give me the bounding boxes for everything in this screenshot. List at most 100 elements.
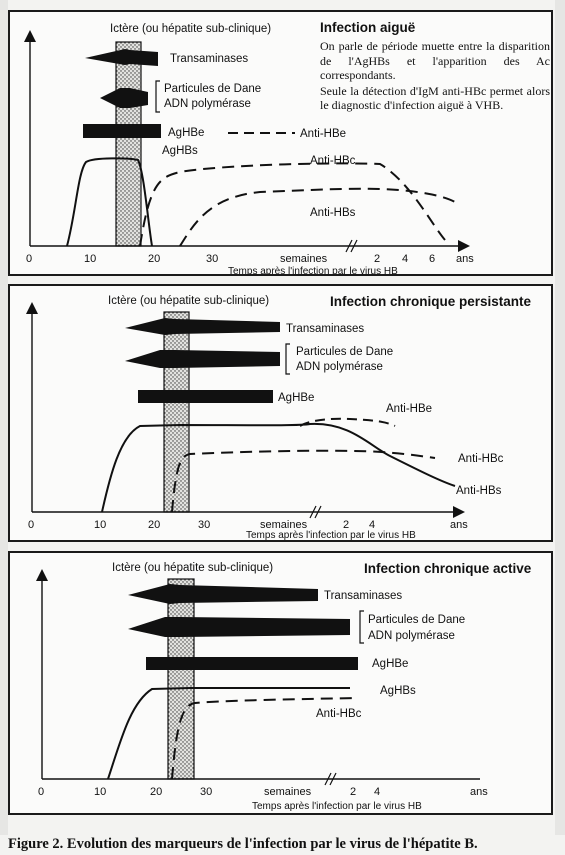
year-tick: 4 [369, 519, 375, 531]
x-axis-label: Temps après l'infection par le virus HB [228, 266, 398, 274]
aghbe-label: AgHBe [168, 127, 204, 139]
anti-hbc-label: Anti-HBc [316, 708, 362, 720]
year-tick: 2 [374, 253, 380, 265]
dane-label-line1: Particules de Dane [164, 83, 261, 95]
axis-break [329, 772, 337, 786]
dane-label-line2: ADN polymérase [296, 361, 383, 373]
week-tick: 10 [94, 519, 106, 531]
axis-break [345, 239, 353, 253]
dane-particles-bar [125, 350, 280, 368]
dane-bracket [155, 80, 160, 113]
icterus-band [167, 578, 195, 780]
weeks-unit: semaines [264, 786, 312, 798]
anti-hbc-curve [171, 697, 356, 780]
anti-hbe-label: Anti-HBe [386, 403, 432, 415]
week-tick: 0 [38, 786, 44, 798]
week-tick: 10 [94, 786, 106, 798]
panel-chronic-active: Infection chronique active Ictère (ou hé… [8, 551, 553, 815]
year-tick: 2 [350, 786, 356, 798]
week-tick: 10 [84, 253, 96, 265]
week-tick: 30 [198, 519, 210, 531]
axis-break [350, 239, 358, 253]
years-unit: ans [456, 253, 474, 265]
transaminases-label: Transaminases [170, 53, 248, 65]
transaminases-bar [85, 49, 158, 66]
x-axis-label: Temps après l'infection par le virus HB [246, 530, 416, 540]
right-page-edge [555, 0, 565, 835]
weeks-unit: semaines [280, 253, 328, 265]
dane-particles-bar [100, 88, 148, 108]
x-axis-label: Temps après l'infection par le virus HB [252, 801, 422, 812]
years-unit: ans [470, 786, 488, 798]
dane-label-line2: ADN polymérase [368, 630, 455, 642]
axis-break [314, 505, 322, 519]
icterus-band [115, 41, 142, 247]
description-line: Seule la détection d'IgM anti-HBc permet… [320, 83, 550, 113]
x-axis-arrow [458, 240, 470, 252]
week-tick: 20 [150, 786, 162, 798]
anti-hbs-label: Anti-HBs [456, 485, 502, 497]
aghbs-label: AgHBs [162, 145, 198, 157]
y-axis-arrow [36, 569, 48, 581]
chart-acute: Ictère (ou hépatite sub-clinique) Transa… [24, 23, 474, 274]
aghbs-label: AgHBs [380, 685, 416, 697]
transaminases-bar [125, 318, 280, 335]
anti-hbc-curve [139, 162, 446, 247]
aghbe-bar [138, 390, 273, 403]
week-tick: 0 [28, 519, 34, 531]
y-axis-arrow [24, 30, 36, 42]
anti-hbc-label: Anti-HBc [310, 155, 356, 167]
icterus-band [163, 311, 190, 513]
year-tick: 6 [429, 253, 435, 265]
dane-bracket [285, 343, 290, 375]
axis-break [324, 772, 332, 786]
description-line: On parle de période muette entre la disp… [320, 39, 550, 82]
week-tick: 20 [148, 253, 160, 265]
year-tick: 4 [402, 253, 408, 265]
aghbs-curve [101, 422, 456, 513]
week-tick: 30 [200, 786, 212, 798]
figure-caption: Figure 2. Evolution des marqueurs de l'i… [8, 836, 478, 852]
icterus-label: Ictère (ou hépatite sub-clinique) [108, 295, 269, 307]
anti-hbc-curve [171, 449, 436, 513]
dane-label-line1: Particules de Dane [296, 346, 393, 358]
year-tick: 4 [374, 786, 380, 798]
icterus-label: Ictère (ou hépatite sub-clinique) [110, 23, 271, 35]
aghbe-bar [146, 657, 358, 670]
weeks-unit: semaines [260, 519, 308, 531]
transaminases-bar [128, 584, 318, 604]
anti-hbs-label: Anti-HBs [310, 207, 356, 219]
panel-description: On parle de période muette entre la disp… [320, 39, 550, 114]
transaminases-label: Transaminases [324, 590, 402, 602]
axis-break [309, 505, 317, 519]
aghbe-label: AgHBe [372, 658, 408, 670]
chart-chronic-active: Ictère (ou hépatite sub-clinique) Transa… [36, 562, 488, 812]
week-tick: 30 [206, 253, 218, 265]
left-page-edge [0, 0, 8, 835]
year-tick: 2 [343, 519, 349, 531]
dane-particles-bar [128, 617, 350, 637]
icterus-label: Ictère (ou hépatite sub-clinique) [112, 562, 273, 574]
panel-title: Infection aiguë [320, 20, 416, 35]
week-tick: 20 [148, 519, 160, 531]
y-axis-arrow [26, 302, 38, 314]
aghbe-label: AgHBe [278, 392, 314, 404]
aghbs-curve [66, 157, 153, 247]
dane-label-line1: Particules de Dane [368, 614, 465, 626]
dane-label-line2: ADN polymérase [164, 98, 251, 110]
week-tick: 0 [26, 253, 32, 265]
x-axis-arrow [453, 506, 465, 518]
panel-chronic-persistent: Infection chronique persistante Ictère (… [8, 284, 553, 542]
anti-hbe-label: Anti-HBe [300, 128, 346, 140]
anti-hbe-curve [299, 417, 396, 427]
panel-title: Infection chronique persistante [330, 294, 532, 309]
anti-hbs-curve [179, 187, 456, 247]
transaminases-label: Transaminases [286, 323, 364, 335]
panel-title: Infection chronique active [364, 561, 532, 576]
chart-chronic-persistent: Ictère (ou hépatite sub-clinique) Transa… [26, 295, 504, 540]
panel-acute-infection: Infection aiguë On parle de période muet… [8, 10, 553, 276]
dane-bracket [359, 610, 364, 644]
anti-hbc-label: Anti-HBc [458, 453, 504, 465]
years-unit: ans [450, 519, 468, 531]
aghbe-bar [83, 124, 161, 138]
